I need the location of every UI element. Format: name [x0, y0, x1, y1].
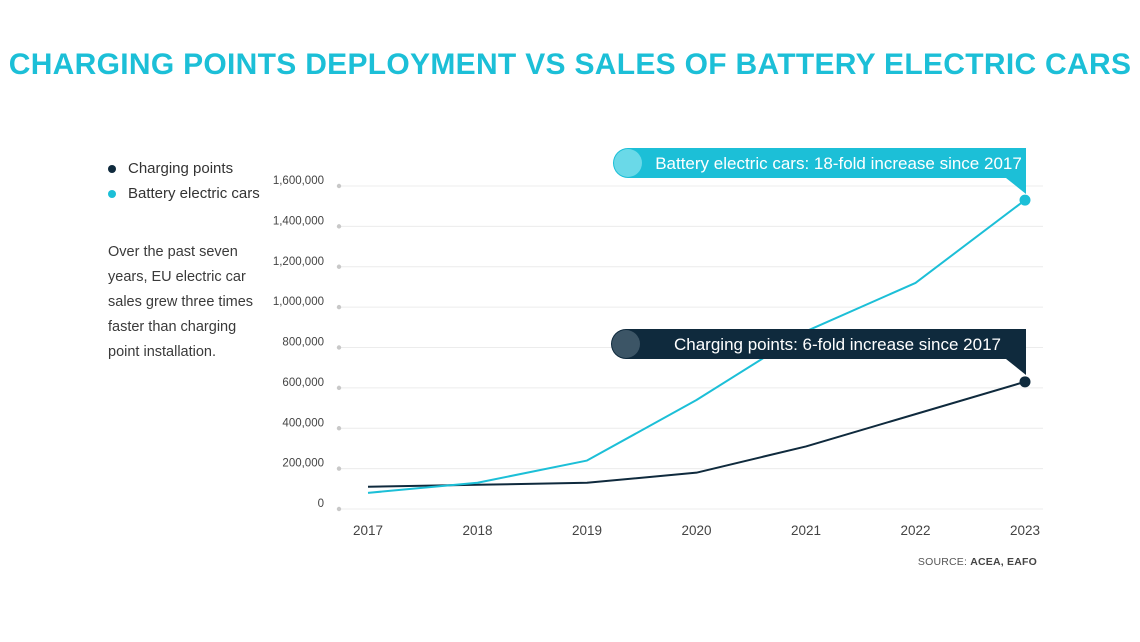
series-line-charging-points: [367, 380, 1026, 488]
y-tick-dot: [336, 426, 342, 431]
y-tick-label: 800,000: [282, 337, 324, 349]
legend-dot-battery-electric-cars: [108, 189, 116, 198]
callout-text-charging-points: Charging points: 6-fold increase since 2…: [674, 335, 1001, 354]
callout-bubble-battery-electric-cars: [613, 148, 1026, 194]
legend-item-charging-points: Charging points: [108, 156, 260, 181]
x-tick-label: 2020: [681, 523, 711, 538]
y-tick-dot: [336, 264, 342, 269]
y-tick-dot: [336, 385, 342, 391]
series-endpoint-battery-electric-cars: [1019, 194, 1031, 206]
callout-bubble-charging-points: [611, 329, 1026, 375]
series-line-battery-electric-cars: [367, 199, 1026, 494]
source-text: ACEA, EAFO: [970, 556, 1037, 568]
y-tick-dot: [336, 466, 342, 471]
chart-title: CHARGING POINTS DEPLOYMENT VS SALES OF B…: [8, 48, 1132, 81]
x-tick-label: 2023: [1010, 523, 1040, 538]
y-tick-dot: [336, 304, 342, 310]
source-note: SOURCE: ACEA, EAFO: [918, 556, 1037, 568]
y-tick-label: 1,600,000: [273, 175, 324, 187]
legend-label-battery-electric-cars: Battery electric cars: [128, 185, 260, 202]
series-endpoint-charging-points: [1019, 376, 1031, 388]
y-tick-dot: [336, 224, 342, 229]
x-tick-label: 2019: [572, 523, 602, 538]
y-tick-label: 1,400,000: [273, 215, 324, 227]
x-tick-label: 2021: [791, 523, 821, 538]
y-tick-label: 400,000: [282, 417, 324, 429]
y-tick-label: 1,000,000: [273, 296, 324, 308]
legend-dot-charging-points: [108, 164, 116, 173]
x-tick-label: 2018: [462, 523, 492, 538]
y-tick-dot: [336, 183, 342, 189]
source-prefix: SOURCE:: [917, 556, 971, 568]
y-tick-label: 1,200,000: [273, 256, 324, 268]
y-tick-label: 200,000: [282, 458, 324, 470]
callout-dot-battery-electric-cars: [614, 149, 642, 177]
legend: Charging points Battery electric cars: [108, 156, 260, 206]
x-tick-label: 2022: [900, 523, 930, 538]
legend-item-battery-electric-cars: Battery electric cars: [108, 181, 260, 206]
x-tick-label: 2017: [353, 523, 383, 538]
callout-text-battery-electric-cars: Battery electric cars: 18-fold increase …: [655, 154, 1022, 173]
y-tick-dot: [336, 506, 342, 512]
y-tick-label: 0: [318, 498, 324, 510]
callout-dot-charging-points: [612, 330, 640, 358]
chart-description: Over the past seven years, EU electric c…: [108, 244, 254, 360]
legend-label-charging-points: Charging points: [128, 160, 234, 177]
y-tick-label: 600,000: [282, 377, 324, 389]
y-tick-dot: [336, 345, 342, 350]
